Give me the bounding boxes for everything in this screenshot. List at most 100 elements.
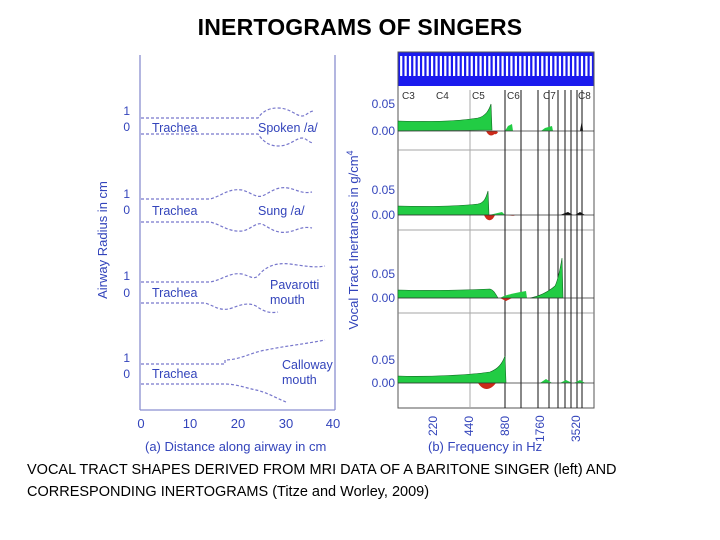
- piano-key: [475, 56, 478, 76]
- piano-key: [413, 56, 416, 76]
- shape-label: mouth: [282, 373, 317, 387]
- y-tick: 0.05: [372, 353, 396, 367]
- airway-x-tick: 10: [183, 416, 197, 431]
- airway-x-tick: 20: [231, 416, 245, 431]
- piano-key: [589, 56, 592, 76]
- radius-tick: 0: [123, 286, 130, 300]
- piano-key: [567, 56, 570, 76]
- piano-key: [550, 56, 553, 76]
- y-tick: 0.05: [372, 97, 396, 111]
- y-tick: 0.05: [372, 267, 396, 281]
- piano-key: [580, 56, 584, 76]
- piano-key: [576, 56, 579, 76]
- piano-key: [532, 56, 535, 76]
- shape-label: mouth: [270, 293, 305, 307]
- piano-key: [408, 56, 412, 76]
- y-tick: 0.00: [372, 376, 396, 390]
- piano-key: [483, 56, 487, 76]
- figure-caption: VOCAL TRACT SHAPES DERIVED FROM MRI DATA…: [27, 462, 617, 500]
- y-tick: 0.00: [372, 124, 396, 138]
- piano-key: [497, 56, 500, 76]
- piano-key: [488, 56, 491, 76]
- airway-row-spoken: 1 0 Trachea Spoken /a/: [123, 104, 318, 147]
- piano-key: [527, 56, 531, 76]
- trachea-label: Trachea: [152, 121, 197, 135]
- piano-key: [422, 56, 425, 76]
- inertance-y-ticks: 0.05 0.00 0.05 0.00 0.05 0.00 0.05 0.00: [372, 97, 396, 390]
- trachea-label: Trachea: [152, 286, 197, 300]
- piano-key: [448, 56, 451, 76]
- note-labels: C3 C4 C5 C6 C7 C8: [402, 91, 591, 102]
- piano-key: [435, 56, 438, 76]
- piano-key: [400, 56, 403, 76]
- note-label: C7: [543, 91, 556, 102]
- radius-tick: 1: [123, 104, 130, 118]
- airway-y-label: Airway Radius in cm: [95, 181, 110, 299]
- piano-key: [470, 56, 473, 76]
- inertogram-row-sung: [397, 190, 594, 221]
- radius-tick: 1: [123, 187, 130, 201]
- shape-label: Spoken /a/: [258, 121, 318, 135]
- keyboard-strip: [398, 52, 594, 86]
- piano-key: [514, 56, 517, 76]
- y-tick: 0.00: [372, 291, 396, 305]
- shape-label: Calloway: [282, 358, 333, 372]
- airway-x-tick: 30: [279, 416, 293, 431]
- radius-tick: 0: [123, 120, 130, 134]
- piano-key: [444, 56, 447, 76]
- note-label: C4: [436, 91, 449, 102]
- piano-key: [545, 56, 548, 76]
- piano-key: [554, 56, 557, 76]
- airway-row-pavarotti: 1 0 Trachea Pavarotti mouth: [123, 263, 326, 314]
- note-label: C5: [472, 91, 485, 102]
- piano-key: [558, 56, 562, 76]
- y-tick: 0.05: [372, 183, 396, 197]
- piano-key: [404, 56, 407, 76]
- inertance-y-label: Vocal Tract Inertances in g/cm4: [345, 150, 361, 329]
- piano-key: [563, 56, 566, 76]
- piano-key: [505, 56, 509, 76]
- slide-title: INERTOGRAMS OF SINGERS: [197, 14, 523, 40]
- piano-key: [501, 56, 504, 76]
- x-tick: 1760: [533, 415, 547, 442]
- frequency-x-ticks: 220 440 880 1760 3520: [426, 415, 583, 442]
- radius-tick: 1: [123, 269, 130, 283]
- radius-tick: 0: [123, 203, 130, 217]
- piano-key: [536, 56, 539, 76]
- piano-key: [585, 56, 588, 76]
- note-label: C6: [507, 91, 520, 102]
- airway-row-calloway: 1 0 Trachea Calloway mouth: [123, 339, 333, 403]
- piano-key: [430, 56, 434, 76]
- piano-key: [479, 56, 482, 76]
- piano-key: [417, 56, 420, 76]
- inertogram-row-spoken: [397, 103, 594, 136]
- x-tick: 220: [426, 416, 440, 436]
- inertogram-row-pavarotti: [397, 257, 594, 301]
- piano-key: [426, 56, 429, 76]
- x-tick: 3520: [569, 415, 583, 442]
- piano-key: [572, 56, 575, 76]
- piano-key: [461, 56, 465, 76]
- piano-key: [541, 56, 544, 76]
- radius-tick: 0: [123, 367, 130, 381]
- x-tick: 440: [462, 416, 476, 436]
- trachea-label: Trachea: [152, 204, 197, 218]
- x-tick: 880: [498, 416, 512, 436]
- keyboard-keys: [400, 56, 592, 76]
- y-tick: 0.00: [372, 208, 396, 222]
- airway-x-tick: 40: [326, 416, 340, 431]
- piano-key: [510, 56, 513, 76]
- piano-key: [519, 56, 522, 76]
- airway-x-tick: 0: [137, 416, 144, 431]
- piano-key: [523, 56, 526, 76]
- radius-tick: 1: [123, 351, 130, 365]
- piano-key: [457, 56, 460, 76]
- piano-key: [453, 56, 456, 76]
- inertogram-panel: C3 C4 C5 C6 C7 C8 Vocal Tract Inertances…: [345, 51, 595, 454]
- shape-label: Sung /a/: [258, 204, 305, 218]
- piano-key: [492, 56, 495, 76]
- piano-key: [439, 56, 442, 76]
- airway-x-label: (a) Distance along airway in cm: [145, 439, 326, 454]
- airway-row-sung: 1 0 Trachea Sung /a/: [123, 187, 313, 233]
